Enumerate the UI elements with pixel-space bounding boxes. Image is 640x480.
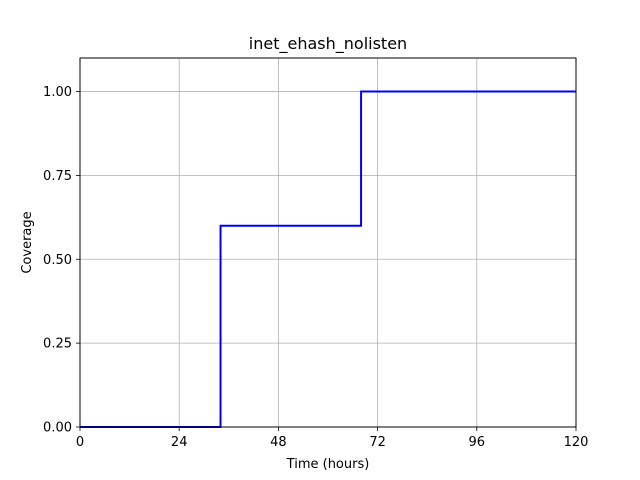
x-axis-label: Time (hours) xyxy=(286,457,370,472)
x-tick-label: 0 xyxy=(76,435,84,450)
x-tick-label: 96 xyxy=(469,435,486,450)
y-axis-label: Coverage xyxy=(20,211,35,273)
plot-area xyxy=(80,58,576,427)
y-tick-label: 0.75 xyxy=(43,169,72,184)
x-tick-label: 72 xyxy=(369,435,386,450)
x-tick-label: 120 xyxy=(564,435,589,450)
y-tick-label: 0.50 xyxy=(43,253,72,268)
y-tick-label: 1.00 xyxy=(43,85,72,100)
y-tick-label: 0.25 xyxy=(43,337,72,352)
chart-title: inet_ehash_nolisten xyxy=(249,34,407,54)
y-tick-label: 0.00 xyxy=(43,421,72,436)
x-tick-label: 48 xyxy=(270,435,287,450)
x-tick-label: 24 xyxy=(171,435,188,450)
axis-ticks: 0 24 48 72 96 120 0.00 0.25 0.50 0.75 1.00 xyxy=(43,85,588,450)
plot-frame xyxy=(79,57,577,428)
